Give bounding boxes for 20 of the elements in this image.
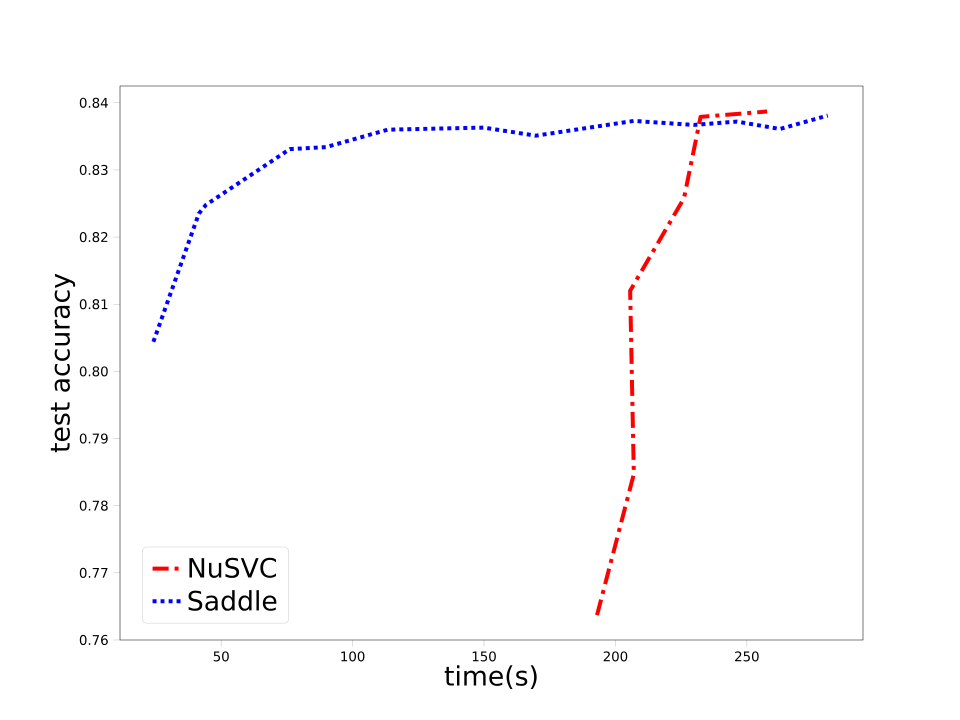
x-tick-label: 150: [472, 651, 496, 662]
legend-label: NuSVC: [189, 558, 276, 578]
x-tick-label: 50: [214, 651, 229, 662]
x-tick-label: 200: [604, 651, 628, 662]
legend-label: Saddle: [188, 590, 276, 611]
y-tick-label: 0.84: [80, 98, 108, 108]
y-tick-label: 0.81: [80, 299, 108, 310]
line-series: [151, 114, 830, 344]
line-series: [595, 110, 770, 618]
y-axis-title: test accuracy: [50, 274, 76, 452]
y-tick-label: 0.77: [80, 568, 108, 578]
y-tick-label: 0.79: [80, 433, 108, 444]
x-axis-title: time(s): [444, 665, 537, 690]
y-tick-label: 0.78: [80, 500, 108, 511]
x-tick-label: 250: [735, 651, 759, 662]
y-tick-label: 0.80: [80, 366, 108, 376]
y-tick-label: 0.76: [80, 634, 108, 646]
y-tick-label: 0.83: [80, 164, 108, 175]
y-tick-label: 0.82: [80, 232, 108, 242]
x-tick-label: 100: [341, 651, 364, 662]
